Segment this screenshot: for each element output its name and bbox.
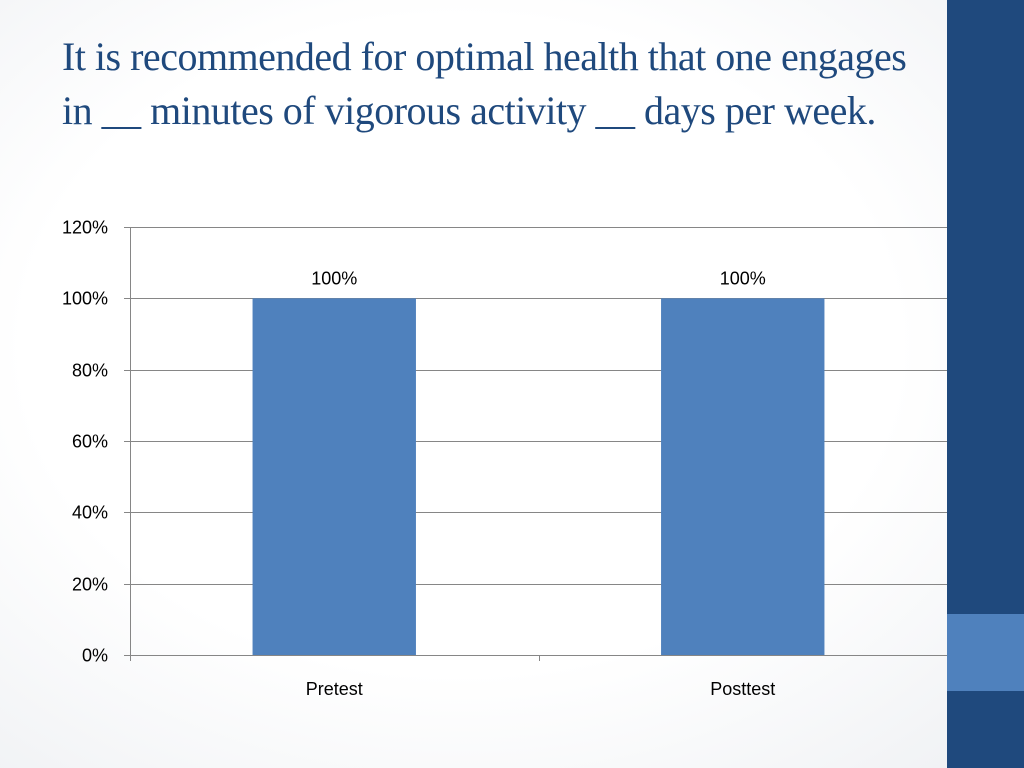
chart-canvas: 0% 20% 40% 60% 80% 100% 120% 100% Pretest 100% Pos…	[62, 218, 947, 699]
x-category-label: Pretest	[306, 679, 363, 699]
sidebar-accent-block	[947, 614, 1024, 691]
data-label: 100%	[720, 268, 766, 288]
y-tick-label: 100%	[62, 289, 108, 309]
y-tick-label: 0%	[82, 646, 108, 666]
bar-posttest	[661, 298, 825, 655]
y-tick-label: 40%	[72, 503, 108, 523]
y-tick-label: 120%	[62, 218, 108, 238]
bar-chart: 0% 20% 40% 60% 80% 100% 120% 100% Pretest 100% Pos…	[62, 218, 947, 699]
bar-pretest	[252, 298, 416, 655]
y-tick-label: 80%	[72, 361, 108, 381]
y-tick-label: 60%	[72, 432, 108, 452]
slide-title: It is recommended for optimal health tha…	[62, 34, 907, 133]
data-label: 100%	[311, 268, 357, 288]
x-category-label: Posttest	[710, 679, 775, 699]
y-tick-label: 20%	[72, 575, 108, 595]
